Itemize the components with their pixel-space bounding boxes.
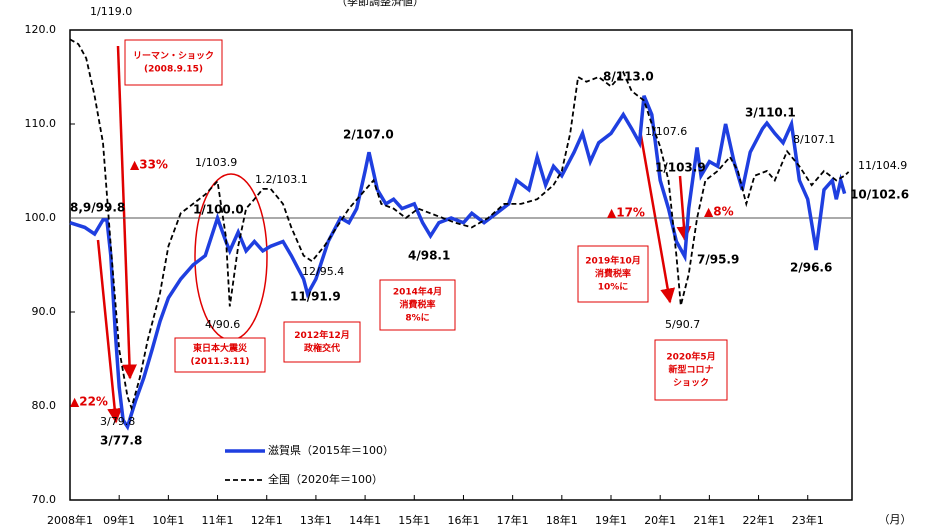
annotation: 3/79.8 [100,415,135,428]
y-tick-label: 70.0 [32,493,57,506]
annotation: ▲22% [70,395,108,409]
annotation: 8/113.0 [603,70,654,84]
annotation: ▲33% [130,158,168,172]
annotation: 7/95.9 [697,253,739,267]
x-tick-label: 12年1 [251,513,283,527]
legend-label: 滋賀県（2015年＝100） [268,443,394,457]
annotation: 11/104.9 [858,159,907,172]
annotation-box-text: 2019年10月 [585,255,641,267]
annotation: 3/77.8 [100,434,142,448]
plot-frame [69,29,853,501]
annotation-box-text: 消費税率 [595,268,631,280]
y-tick-label: 100.0 [25,211,57,224]
x-tick-label: 17年1 [497,513,529,527]
y-tick-label: 90.0 [32,305,57,318]
x-tick-label: 18年1 [546,513,578,527]
x-tick-label: 21年1 [693,513,725,527]
annotation: ▲8% [704,205,734,219]
annotation-box-text: 新型コロナ [668,364,713,376]
x-tick-label: 10年1 [152,513,184,527]
legend-label: 全国（2020年＝100） [268,472,383,486]
y-tick-label: 120.0 [25,23,57,36]
annotation: 12/95.4 [302,265,344,278]
annotation-box-text: 政権交代 [304,342,340,354]
annotation: 4/98.1 [408,249,450,263]
subtitle: （季節調整済値） [336,0,424,8]
annotation: 2/96.6 [790,261,832,275]
annotation: 10/102.6 [850,188,909,202]
arrow [638,129,676,304]
arrow [676,175,692,242]
annotation-box [283,321,361,363]
annotation-box-text: 10%に [598,282,629,293]
annotation-box-text: 2020年5月 [666,351,715,363]
annotation: 8,9/99.8 [70,201,125,215]
series-line [69,95,847,431]
y-tick-label: 110.0 [25,117,57,130]
arrow [96,239,123,424]
annotation: 11/91.9 [290,290,341,304]
x-tick-label: 23年1 [792,513,824,527]
annotation-box-text: 消費税率 [399,299,435,311]
x-axis-label: （月） [879,513,912,526]
x-tick-label: 14年1 [349,513,381,527]
annotation: 1/107.6 [645,125,687,138]
annotation: 3/110.1 [745,106,796,120]
annotation: 4/90.6 [205,318,240,331]
annotation-box-text: (2011.3.11) [191,357,250,367]
annotation-box-text: (2008.9.15) [144,65,203,75]
x-tick-label: 19年1 [595,513,627,527]
annotation: 8/107.1 [793,133,835,146]
series-line [69,38,850,411]
x-tick-label: 13年1 [300,513,332,527]
annotation-box-text: 8%に [405,313,429,324]
annotation: ▲17% [607,206,645,220]
annotation-box [379,279,456,331]
annotation-box-text: リーマン・ショック [133,51,214,62]
annotation: 1/103.9 [655,161,706,175]
annotation-box-text: 東日本大震災 [193,342,248,354]
annotation: 1.2/103.1 [255,173,308,186]
x-tick-label: 16年1 [447,513,479,527]
annotation: 1/100.0 [193,203,244,217]
annotation: 1/103.9 [195,156,237,169]
annotation: 5/90.7 [665,318,700,331]
x-tick-label: 15年1 [398,513,430,527]
annotation: 1/119.0 [90,5,132,18]
x-tick-label: 11年1 [202,513,234,527]
x-tick-label: 2008年1 [47,513,93,527]
y-tick-label: 80.0 [32,399,57,412]
annotation-box [124,39,223,86]
annotation-box [654,339,728,401]
x-tick-label: 09年1 [103,513,135,527]
arrow [116,45,138,380]
x-tick-label: 20年1 [644,513,676,527]
annotation-box [174,337,266,373]
annotation-box-text: 2012年12月 [294,329,350,341]
x-tick-label: 22年1 [743,513,775,527]
annotation: 2/107.0 [343,128,394,142]
annotation-box-text: 2014年4月 [393,286,442,298]
arrows [96,45,692,424]
annotation-box [577,245,649,303]
annotation-box-text: ショック [673,378,709,389]
